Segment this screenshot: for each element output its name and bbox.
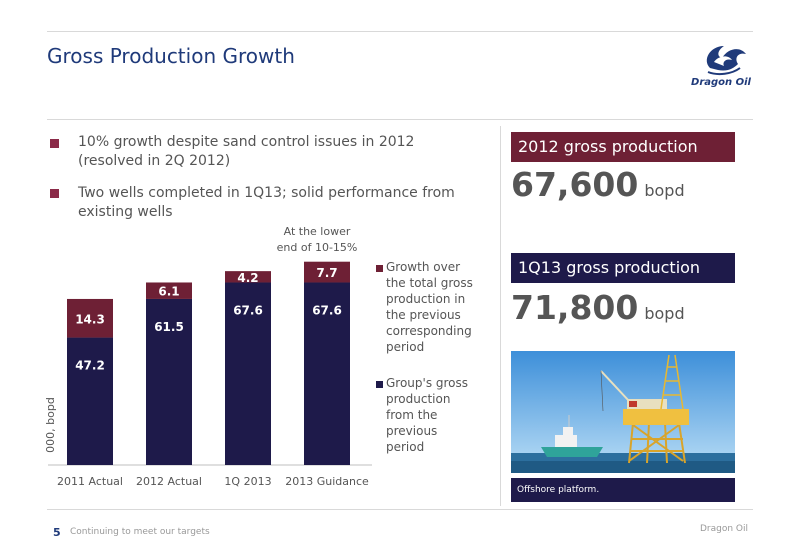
column-divider [500, 126, 501, 506]
stat-value-1q13: 71,800 bopd [511, 288, 685, 327]
bar-growth [67, 298, 113, 338]
bullet-marker [50, 189, 59, 198]
bar-growth [146, 282, 192, 299]
stat-label-1q13: 1Q13 gross production [511, 253, 735, 283]
bar-base [67, 337, 113, 465]
y-axis-label: 000, bopd [44, 397, 57, 453]
data-label-growth: 6.1 [158, 285, 179, 299]
legend-swatch-growth [376, 265, 383, 272]
top-rule [47, 31, 753, 32]
page-number: 5 [53, 526, 61, 539]
bullet-text: Two wells completed in 1Q13; solid perfo… [78, 185, 455, 220]
bullet-text: 10% growth despite sand control issues i… [78, 134, 415, 169]
page-title: Gross Production Growth [47, 44, 295, 68]
data-label-growth: 14.3 [75, 312, 105, 326]
bar-base [225, 282, 271, 465]
data-label-base: 67.6 [233, 303, 263, 317]
footer-brand: Dragon Oil [700, 524, 749, 534]
production-chart: 000, bopd 47.2 14.3 2011 Actual 61.5 6.1 2012 … [44, 225, 372, 488]
legend-swatch-base [376, 381, 383, 388]
chart-annotation: end of 10-15% [277, 241, 358, 254]
x-tick-label: 2012 Actual [136, 475, 202, 488]
stat-label-2012: 2012 gross production [511, 132, 735, 162]
offshore-platform-photo [511, 351, 735, 473]
legend-label-base: Group's gross production from the previous… [386, 376, 469, 454]
bar-growth [225, 271, 271, 283]
x-tick-label: 2011 Actual [57, 475, 123, 488]
data-label-base: 61.5 [154, 320, 184, 334]
data-label-growth: 7.7 [316, 266, 337, 280]
bullet-marker [50, 139, 59, 148]
data-label-growth: 4.2 [237, 271, 258, 285]
bar-growth [304, 261, 350, 283]
x-tick-label: 1Q 2013 [224, 475, 271, 488]
photo-caption: Offshore platform. [511, 478, 735, 502]
header-rule [47, 119, 753, 120]
data-label-base: 67.6 [312, 303, 342, 317]
chart-annotation: At the lower [284, 225, 351, 238]
footer-text: Continuing to meet our targets [70, 527, 210, 537]
footer-rule [47, 509, 753, 510]
data-label-base: 47.2 [75, 359, 105, 373]
bar-base [146, 298, 192, 465]
dragon-oil-logo: Dragon Oil [688, 38, 754, 90]
x-tick-label: 2013 Guidance [285, 475, 369, 488]
legend-label-growth: Growth over the total gross production in … [386, 260, 473, 354]
stat-value-2012: 67,600 bopd [511, 165, 685, 204]
bar-base [304, 282, 350, 465]
logo-wordmark: Dragon Oil [691, 77, 752, 88]
